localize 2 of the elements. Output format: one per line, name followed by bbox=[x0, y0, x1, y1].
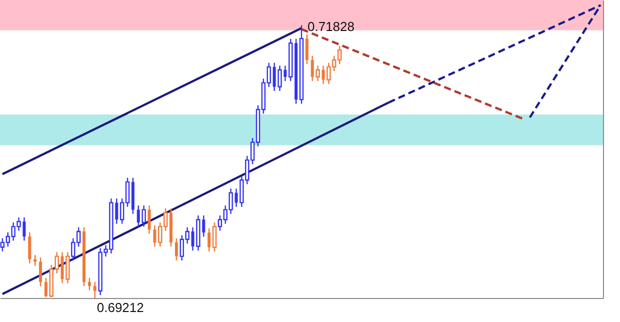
text: 0.69212 bbox=[96, 300, 144, 315]
annotation: 0.71828 bbox=[308, 19, 354, 34]
